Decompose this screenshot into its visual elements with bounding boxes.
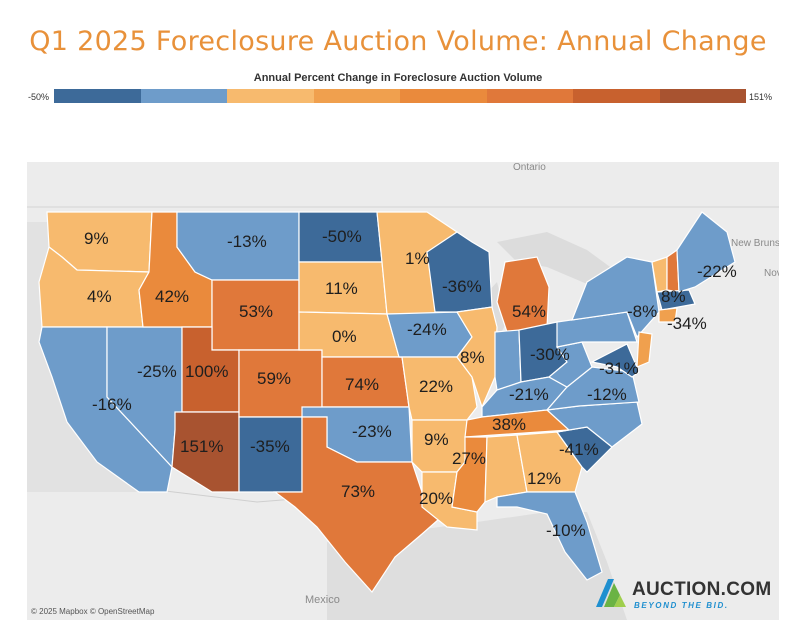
state-label-ks: 74%: [345, 375, 379, 394]
state-label-ms: 27%: [452, 449, 486, 468]
state-label-fl: -10%: [546, 521, 586, 540]
legend-min-label: -50%: [28, 92, 50, 102]
auction-com-logo: AUCTION.COM BEYOND THE BID.: [594, 573, 774, 617]
state-label-ut: 100%: [185, 362, 228, 381]
place-label-ontario: Ontario: [513, 162, 546, 173]
state-label-me: -22%: [697, 262, 737, 281]
legend-swatch: [313, 89, 400, 103]
logo-tagline: BEYOND THE BID.: [634, 601, 729, 610]
chart-title: Q1 2025 Foreclosure Auction Volume: Annu…: [29, 26, 767, 57]
state-fl[interactable]: [496, 491, 603, 581]
legend-max-label: 151%: [749, 92, 773, 102]
state-label-tx: 73%: [341, 482, 375, 501]
color-legend: [54, 89, 746, 103]
state-label-md: -31%: [599, 359, 639, 378]
state-label-pa: -8%: [627, 302, 657, 321]
state-label-sc: -41%: [559, 440, 599, 459]
state-nj[interactable]: [636, 331, 653, 368]
logo-wordmark: AUCTION.COM: [632, 579, 772, 600]
state-label-mi: 54%: [512, 302, 546, 321]
state-wi[interactable]: [426, 231, 493, 313]
state-labels-layer: 9% 4% -16% -25% 42% -13% 53% 100% 151% 59% -35% -50…: [84, 227, 737, 540]
state-label-il: 8%: [460, 348, 485, 367]
state-label-id: 42%: [155, 287, 189, 306]
state-label-ar: 9%: [424, 430, 449, 449]
state-label-co: 59%: [257, 369, 291, 388]
place-label-new-brunswick: New Brunswick: [731, 238, 779, 249]
place-label-nova: Nov: [764, 268, 779, 279]
state-ct[interactable]: [658, 307, 678, 323]
place-label-mexico: Mexico: [305, 594, 340, 606]
us-map[interactable]: 9% 4% -16% -25% 42% -13% 53% 100% 151% 59% -35% -50…: [27, 162, 779, 620]
state-ma[interactable]: [656, 289, 696, 311]
state-label-wy: 53%: [239, 302, 273, 321]
state-label-vt: 8%: [661, 287, 686, 306]
legend-swatch: [227, 89, 314, 103]
map-canvas[interactable]: 9% 4% -16% -25% 42% -13% 53% 100% 151% 59% -35% -50…: [27, 162, 779, 620]
state-label-la: 20%: [419, 489, 453, 508]
great-lakes-water: [497, 232, 617, 284]
state-label-nv: -25%: [137, 362, 177, 381]
state-label-az: 151%: [180, 437, 223, 456]
state-label-mn: 1%: [405, 249, 430, 268]
legend-swatch: [486, 89, 573, 103]
state-label-mo: 22%: [419, 377, 453, 396]
auction-logo-icon: [596, 579, 626, 607]
legend-swatch: [140, 89, 227, 103]
state-label-ma: -34%: [667, 314, 707, 333]
state-label-or: 4%: [87, 287, 112, 306]
state-label-va: -12%: [587, 385, 627, 404]
state-ny[interactable]: [571, 256, 660, 339]
state-tx[interactable]: [273, 416, 448, 593]
state-label-ok: -23%: [352, 422, 392, 441]
state-label-oh: -30%: [530, 345, 570, 364]
state-label-ga: 12%: [527, 469, 561, 488]
state-label-nm: -35%: [250, 437, 290, 456]
states-layer[interactable]: [38, 211, 736, 593]
state-label-ne: 0%: [332, 327, 357, 346]
state-label-nd: -50%: [322, 227, 362, 246]
pacific-water: [27, 222, 137, 492]
legend-swatch: [400, 89, 487, 103]
state-label-ky: -21%: [509, 385, 549, 404]
state-label-tn: 38%: [492, 415, 526, 434]
legend-swatch: [54, 89, 141, 103]
state-ga[interactable]: [516, 431, 583, 493]
legend-swatch: [573, 89, 660, 103]
state-label-ia: -24%: [407, 320, 447, 339]
state-label-wa: 9%: [84, 229, 109, 248]
legend-title: Annual Percent Change in Foreclosure Auc…: [253, 72, 543, 84]
map-attribution: © 2025 Mapbox © OpenStreetMap: [31, 607, 155, 616]
state-label-mt: -13%: [227, 232, 267, 251]
state-label-wi: -36%: [442, 277, 482, 296]
legend-swatch: [659, 89, 746, 103]
state-label-sd: 11%: [325, 279, 358, 298]
state-in[interactable]: [494, 329, 522, 391]
state-md[interactable]: [590, 343, 640, 378]
state-me[interactable]: [676, 211, 736, 293]
state-label-ca: -16%: [92, 395, 132, 414]
